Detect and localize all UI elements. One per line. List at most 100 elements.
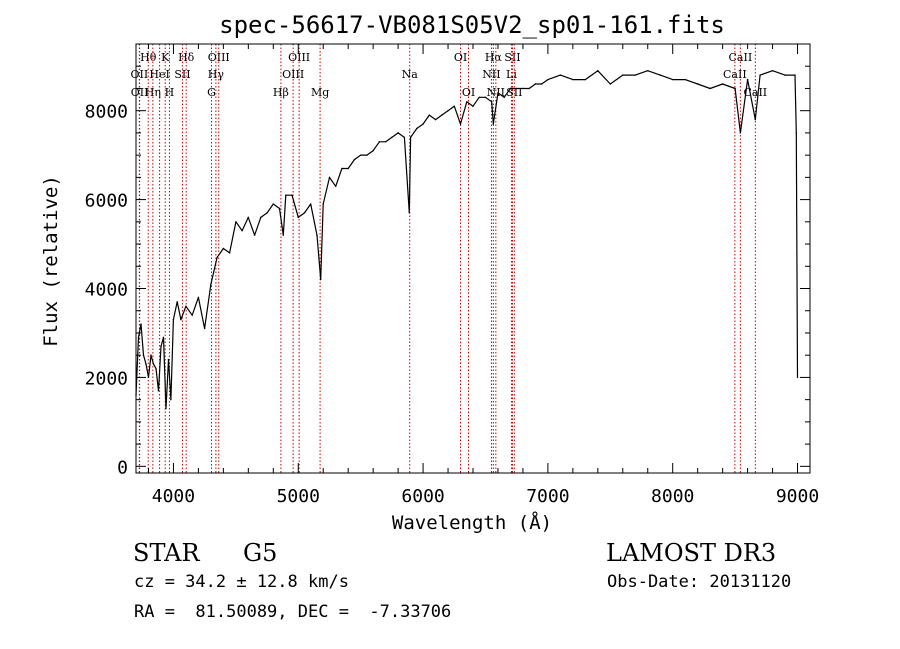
data-point-31	[266, 212, 268, 214]
data-point-80	[547, 78, 549, 81]
line-label-2: Hδ	[178, 51, 195, 64]
data-point-97	[746, 78, 749, 81]
x-tick-label-1: 5000	[277, 486, 320, 507]
line-label-3: OIII	[208, 51, 230, 64]
y-tick-label-3: 6000	[85, 191, 128, 212]
data-point-81	[559, 74, 562, 76]
line-label-13: OIII	[282, 68, 304, 81]
data-point-62	[441, 114, 443, 116]
y-tick-label-0: 0	[117, 457, 128, 478]
data-point-82	[572, 78, 574, 81]
data-point-70	[491, 101, 493, 103]
survey-name: LAMOST DR3	[606, 539, 777, 567]
data-point-71	[492, 123, 495, 125]
data-point-18	[185, 305, 187, 307]
y-tick-label-1: 2000	[85, 368, 128, 389]
x-tick-label-0: 4000	[152, 486, 195, 507]
line-label-25: NII	[487, 86, 505, 99]
data-point-52	[384, 141, 387, 143]
line-label-22: Hβ	[273, 86, 289, 99]
data-point-45	[341, 167, 343, 170]
x-tick-label-3: 7000	[526, 486, 569, 507]
data-point-77	[528, 87, 530, 90]
line-label-4: OIII	[288, 51, 310, 64]
data-point-29	[253, 234, 256, 236]
data-point-35	[285, 194, 287, 196]
data-point-46	[347, 167, 349, 170]
line-label-5: OI	[454, 51, 467, 64]
data-point-56	[408, 212, 411, 214]
data-point-63	[447, 109, 449, 112]
line-label-20: H	[165, 86, 175, 99]
data-point-92	[696, 83, 699, 85]
data-point-16	[176, 301, 178, 303]
data-point-34	[282, 234, 284, 236]
line-label-8: CaII	[729, 51, 753, 64]
line-label-16: Li	[506, 68, 517, 81]
data-point-3	[142, 354, 145, 356]
data-point-7	[152, 363, 155, 365]
data-point-10	[160, 345, 162, 348]
data-point-6	[150, 354, 152, 356]
spectral-subclass: G5	[243, 539, 278, 567]
data-point-50	[372, 149, 374, 152]
data-point-90	[672, 78, 674, 81]
data-point-75	[515, 87, 518, 90]
data-point-37	[297, 216, 299, 219]
data-point-78	[534, 83, 537, 85]
data-point-99	[759, 74, 761, 76]
data-point-27	[241, 230, 243, 232]
data-point-88	[647, 69, 649, 72]
data-point-87	[634, 74, 636, 76]
observation-date: Obs-Date: 20131120	[607, 572, 792, 592]
data-point-59	[422, 123, 424, 125]
data-point-42	[322, 203, 324, 205]
data-point-44	[335, 185, 337, 187]
data-point-49	[366, 154, 368, 156]
data-point-51	[378, 141, 381, 143]
line-label-17: CaII	[723, 68, 747, 81]
data-point-85	[609, 83, 611, 85]
y-axis-label: Flux (relative)	[40, 175, 62, 347]
data-point-104	[796, 376, 799, 379]
data-point-41	[320, 278, 322, 281]
chart-title: spec-56617-VB081S05V2_sp01-161.fits	[219, 11, 725, 39]
data-point-67	[472, 105, 474, 107]
data-point-48	[359, 154, 362, 156]
x-tick-label-4: 8000	[651, 486, 694, 507]
line-label-24: OI	[462, 86, 475, 99]
y-tick-label-4: 8000	[85, 102, 128, 123]
data-point-11	[162, 336, 165, 339]
data-point-89	[659, 74, 661, 76]
data-point-74	[509, 87, 512, 90]
data-point-103	[795, 132, 797, 134]
data-point-22	[210, 283, 212, 285]
data-point-8	[155, 367, 157, 370]
data-point-14	[170, 398, 172, 401]
data-point-53	[391, 136, 393, 139]
data-point-100	[771, 69, 774, 72]
data-point-91	[684, 78, 686, 81]
x-tick-label-2: 6000	[401, 486, 444, 507]
data-point-13	[167, 358, 170, 361]
data-point-32	[272, 203, 274, 205]
data-point-21	[203, 327, 206, 330]
data-point-20	[197, 296, 200, 299]
data-point-12	[165, 407, 167, 410]
data-point-96	[739, 132, 742, 134]
data-point-57	[409, 136, 412, 139]
data-point-47	[353, 158, 356, 161]
data-point-76	[522, 87, 524, 90]
line-label-6: Hα	[485, 51, 503, 64]
data-point-58	[416, 127, 418, 130]
data-point-98	[754, 118, 757, 121]
line-label-9: OII	[131, 68, 149, 81]
line-label-1: K	[161, 51, 170, 64]
data-point-30	[260, 216, 262, 219]
data-point-54	[397, 132, 399, 134]
data-point-24	[222, 247, 225, 250]
spectrum-line	[135, 70, 799, 410]
data-point-83	[584, 78, 587, 81]
